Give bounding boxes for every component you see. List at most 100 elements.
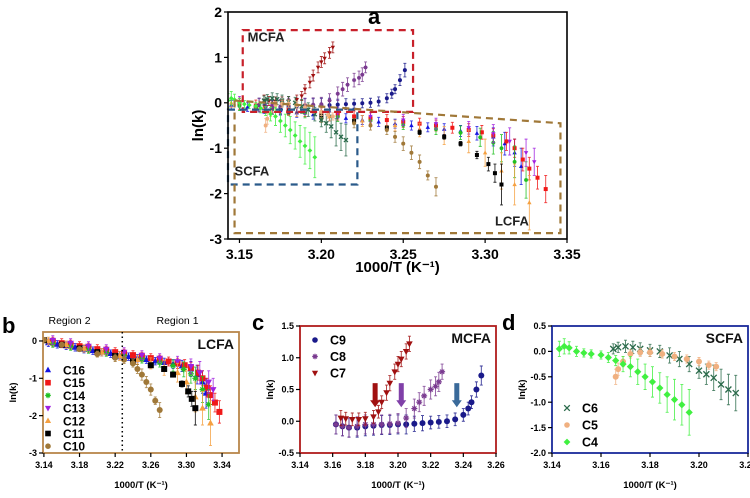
data-point xyxy=(427,419,434,426)
legend-label: C14 xyxy=(63,389,85,403)
data-point xyxy=(257,103,262,108)
data-point xyxy=(352,78,357,83)
data-point xyxy=(112,349,119,356)
data-point xyxy=(232,97,237,103)
legend-label: C7 xyxy=(330,367,346,381)
x-tick-label: 3.14 xyxy=(543,460,561,470)
legend: C6 C5 C4 xyxy=(563,402,598,450)
data-point xyxy=(319,60,324,65)
data-point xyxy=(338,134,344,140)
series-c7 xyxy=(337,335,413,427)
data-point xyxy=(302,87,308,92)
panel-d: d 3.14 3.16 3.18 3.20 3.22 -2.0 -1.5 -1.0 -0.5 0.0… xyxy=(502,310,750,491)
data-point xyxy=(466,126,471,131)
legend-marker xyxy=(564,422,570,428)
error-bar xyxy=(222,100,225,105)
data-point xyxy=(312,154,318,160)
data-point xyxy=(634,368,642,376)
data-point xyxy=(315,65,321,70)
data-point xyxy=(376,99,381,104)
data-point xyxy=(199,386,206,393)
data-point xyxy=(302,143,308,149)
series-c4 xyxy=(228,91,318,179)
legend-marker xyxy=(45,443,51,450)
panel-title: SCFA xyxy=(706,330,743,346)
plot-area xyxy=(222,41,548,231)
data-point xyxy=(362,416,369,423)
x-tick-label: 3.26 xyxy=(142,460,160,470)
data-point xyxy=(702,370,710,378)
data-point xyxy=(384,128,389,133)
data-point xyxy=(178,380,185,387)
data-point xyxy=(180,366,187,373)
data-point xyxy=(170,362,177,369)
data-point xyxy=(393,87,398,92)
data-point xyxy=(532,160,537,165)
series-c10 xyxy=(43,336,163,418)
x-tick-label: 3.34 xyxy=(213,460,231,470)
data-point xyxy=(156,355,164,362)
x-tick-label: 3.30 xyxy=(178,460,196,470)
data-point xyxy=(246,102,252,108)
data-point xyxy=(196,370,204,377)
data-point xyxy=(450,125,455,130)
data-point xyxy=(555,345,563,353)
data-point xyxy=(181,362,188,369)
legend-marker xyxy=(45,430,51,437)
panel-letter: a xyxy=(368,4,381,29)
data-point xyxy=(237,100,242,106)
y-tick-label: -0.5 xyxy=(278,448,294,458)
data-point xyxy=(207,392,214,399)
data-point xyxy=(354,423,361,430)
data-point xyxy=(299,94,304,99)
data-point xyxy=(392,123,398,128)
data-point xyxy=(520,157,525,162)
x-tick-label: 3.14 xyxy=(35,460,53,470)
data-point xyxy=(442,134,447,139)
data-point xyxy=(121,356,128,363)
region-label-scfa: SCFA xyxy=(235,163,270,178)
onset-arrow-head xyxy=(451,400,462,408)
data-point xyxy=(138,352,146,359)
data-point xyxy=(402,68,407,73)
panel-letter: b xyxy=(2,313,15,338)
data-point xyxy=(268,111,273,117)
data-point xyxy=(307,80,313,85)
onset-arrow-head xyxy=(396,400,407,408)
data-point xyxy=(270,105,275,110)
data-point xyxy=(378,399,385,406)
error-bar xyxy=(228,93,230,108)
data-point xyxy=(384,96,389,101)
x-tick-label: 3.20 xyxy=(389,460,407,470)
data-point xyxy=(683,356,690,363)
data-point xyxy=(319,102,324,107)
data-point xyxy=(322,56,327,61)
data-point xyxy=(307,148,313,153)
data-point xyxy=(282,123,288,128)
legend: C9 C8 C7 xyxy=(311,334,346,381)
data-point xyxy=(663,390,671,399)
data-point xyxy=(518,163,524,168)
data-point xyxy=(619,360,627,368)
data-point xyxy=(209,387,217,394)
data-point xyxy=(327,51,332,56)
data-point xyxy=(265,116,270,121)
legend-label: C13 xyxy=(63,402,85,416)
data-point xyxy=(343,102,348,107)
data-point xyxy=(403,415,410,422)
y-tick-label: 0.0 xyxy=(281,416,294,426)
x-tick-label: 3.16 xyxy=(324,460,342,470)
data-point xyxy=(138,371,145,378)
data-point xyxy=(357,75,362,80)
x-tick-label: 3.22 xyxy=(106,460,124,470)
data-point xyxy=(352,101,357,106)
data-point xyxy=(402,349,410,355)
region-box-lcfa xyxy=(233,99,562,235)
legend-marker xyxy=(44,405,52,412)
data-point xyxy=(671,353,678,360)
data-point xyxy=(678,401,686,409)
x-tick-label: 3.15 xyxy=(226,246,253,262)
data-point xyxy=(609,345,617,353)
